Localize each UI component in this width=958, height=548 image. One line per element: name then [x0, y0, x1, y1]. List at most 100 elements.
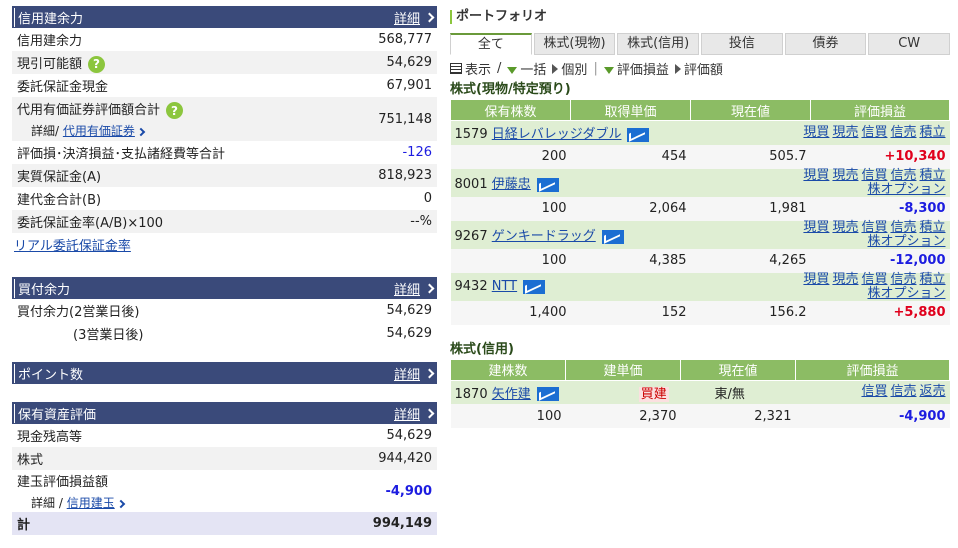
- col-header: 現在値: [680, 358, 796, 381]
- action-genkai[interactable]: 現買: [803, 124, 830, 140]
- action-genkai[interactable]: 現買: [803, 271, 830, 287]
- buy-detail-label[interactable]: 詳細: [393, 282, 420, 298]
- action-shinkai[interactable]: 信買: [861, 384, 888, 400]
- daiyo-link[interactable]: 代用有価証券: [62, 124, 135, 138]
- hyoka-soneki-text[interactable]: 評価損益: [616, 62, 669, 78]
- assets-row: 株式 944,420: [12, 447, 437, 470]
- cell-pl: -12,000: [810, 248, 950, 273]
- portfolio-panel: ポートフォリオ 全て 株式(現物) 株式(信用) 投信 債券 CW 表示 / 一…: [450, 6, 951, 428]
- kobetsu-option[interactable]: 個別: [552, 59, 587, 78]
- tab-bonds[interactable]: 債券: [784, 33, 867, 55]
- hyoka-soneki-option[interactable]: 評価損益: [603, 59, 669, 78]
- cell-shares: 1,400: [450, 300, 571, 325]
- cell-cost: 454: [570, 144, 691, 169]
- cell-pl: +5,880: [810, 300, 950, 325]
- points-detail-link[interactable]: 詳細: [393, 364, 435, 383]
- credit-row: 委託保証金率(A/B)×100 --%: [12, 210, 437, 233]
- action-genbai[interactable]: 現売: [832, 271, 859, 287]
- margin-header-row: 1870 矢作建 買建 東/無 信買 信売 返売: [450, 380, 950, 404]
- action-shinkai[interactable]: 信買: [861, 219, 888, 235]
- action-shinbai[interactable]: 信売: [890, 271, 917, 287]
- buy-detail-link[interactable]: 詳細: [393, 279, 435, 298]
- col-header: 評価損益: [810, 99, 950, 121]
- stock-name-link[interactable]: 矢作建: [491, 386, 531, 402]
- hyoka-gaku-text[interactable]: 評価額: [683, 62, 723, 78]
- col-header: 取得単価: [570, 99, 691, 121]
- chevron-right-icon: [424, 12, 435, 22]
- tab-cw[interactable]: CW: [868, 33, 951, 55]
- total-label: 計: [17, 518, 31, 533]
- help-icon[interactable]: ?: [166, 102, 184, 119]
- action-shinbai[interactable]: 信売: [890, 384, 917, 400]
- cell-price: 156.2: [690, 300, 811, 325]
- stock-name-link[interactable]: 日経レバレッジダブル: [491, 127, 622, 143]
- credit-section-title: 信用建余力: [14, 7, 83, 27]
- cell-cost: 2,064: [570, 196, 691, 221]
- action-tsumitate[interactable]: 積立: [919, 167, 946, 183]
- action-option[interactable]: 株オプション: [867, 233, 946, 249]
- triangle-right-icon: [674, 63, 681, 74]
- tab-stock-margin[interactable]: 株式(信用): [617, 33, 700, 55]
- action-tsumitate[interactable]: 積立: [919, 271, 946, 287]
- mail-icon[interactable]: [536, 387, 559, 402]
- stock-name-link[interactable]: 伊藤忠: [491, 177, 531, 192]
- points-detail-label[interactable]: 詳細: [393, 367, 420, 383]
- cell-cost: 2,370: [565, 404, 681, 428]
- kobetsu-text[interactable]: 個別: [561, 62, 588, 78]
- row-label: 現引可能額: [17, 56, 83, 72]
- action-shinbai[interactable]: 信売: [890, 167, 917, 183]
- chevron-right-icon: [424, 408, 435, 418]
- action-option[interactable]: 株オプション: [867, 181, 946, 197]
- action-tsumitate[interactable]: 積立: [919, 219, 946, 235]
- hyoka-gaku-option[interactable]: 評価額: [674, 59, 723, 78]
- real-ratio-link[interactable]: リアル委託保証金率: [14, 239, 131, 254]
- assets-detail-label[interactable]: 詳細: [393, 407, 420, 423]
- row-label: 建代金合計(B): [17, 193, 102, 208]
- stock-name-link[interactable]: ゲンキードラッグ: [491, 229, 596, 244]
- mail-icon[interactable]: [627, 127, 650, 142]
- ikkatsu-text[interactable]: 一括: [520, 62, 547, 78]
- action-shinbai[interactable]: 信売: [890, 219, 917, 235]
- cash-stock-title: 株式(現物/特定預り): [450, 82, 571, 97]
- ikkatsu-option[interactable]: 一括: [507, 59, 546, 78]
- action-option[interactable]: 株オプション: [867, 285, 946, 301]
- cell-price: 1,981: [690, 196, 811, 221]
- tab-funds[interactable]: 投信: [701, 33, 783, 55]
- row-label: 買付余力(2営業日後): [17, 305, 140, 320]
- tab-all[interactable]: 全て: [450, 33, 532, 55]
- action-tsumitate[interactable]: 積立: [919, 124, 946, 140]
- row-value: 54,629: [386, 326, 433, 341]
- tab-stock-cash[interactable]: 株式(現物): [533, 33, 616, 55]
- chevron-right-icon: [116, 499, 125, 509]
- mail-icon[interactable]: [523, 279, 546, 294]
- credit-detail-label[interactable]: 詳細: [393, 11, 420, 27]
- action-shinbai[interactable]: 信売: [890, 124, 917, 140]
- stock-name-link[interactable]: NTT: [491, 279, 518, 294]
- portfolio-title-text: ポートフォリオ: [450, 10, 547, 24]
- action-genkai[interactable]: 現買: [803, 167, 830, 183]
- triangle-right-icon: [552, 63, 559, 74]
- market-cell: 東/無: [680, 380, 796, 404]
- row-value: 67,901: [386, 78, 433, 93]
- credit-detail-link[interactable]: 詳細: [393, 8, 435, 27]
- action-hensai[interactable]: 返売: [919, 384, 946, 400]
- action-shinkai[interactable]: 信買: [861, 167, 888, 183]
- row-label: 代用有価証券評価額合計: [17, 103, 161, 118]
- action-genkai[interactable]: 現買: [803, 219, 830, 235]
- action-genbai[interactable]: 現売: [832, 167, 859, 183]
- stock-code: 1870: [454, 386, 488, 402]
- assets-detail-link[interactable]: 詳細: [393, 404, 435, 423]
- mail-icon[interactable]: [601, 229, 624, 244]
- cell-shares: 100: [450, 196, 571, 221]
- row-value: 54,629: [386, 428, 433, 443]
- row-value: --%: [410, 214, 432, 229]
- action-genbai[interactable]: 現売: [832, 219, 859, 235]
- help-icon[interactable]: ?: [88, 55, 106, 73]
- action-shinkai[interactable]: 信買: [861, 124, 888, 140]
- shinyo-tategyoku-link[interactable]: 信用建玉: [66, 496, 115, 510]
- mail-icon[interactable]: [536, 177, 559, 192]
- stock-code: 1579: [454, 127, 488, 143]
- action-shinkai[interactable]: 信買: [861, 271, 888, 287]
- action-genbai[interactable]: 現売: [832, 124, 859, 140]
- separator: /: [497, 60, 502, 76]
